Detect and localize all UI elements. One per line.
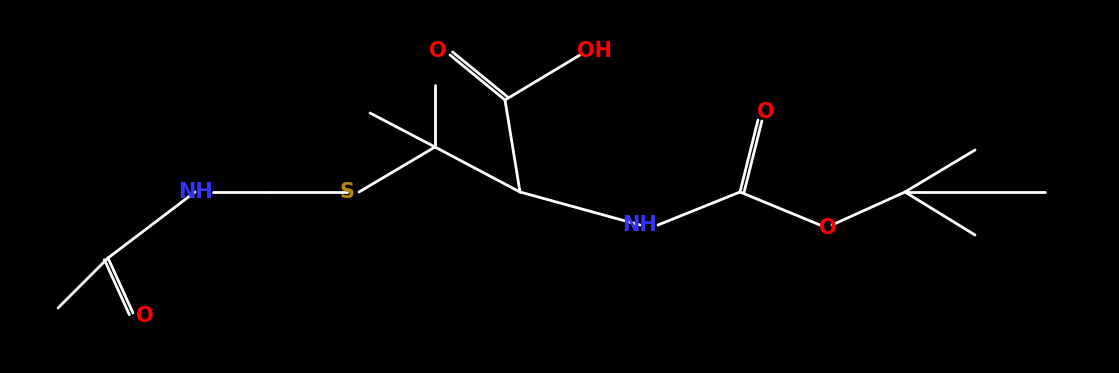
Text: O: O bbox=[819, 218, 837, 238]
Text: O: O bbox=[137, 306, 153, 326]
Text: OH: OH bbox=[576, 41, 611, 61]
Text: NH: NH bbox=[178, 182, 213, 202]
Text: O: O bbox=[758, 102, 774, 122]
Text: O: O bbox=[430, 41, 446, 61]
Text: S: S bbox=[339, 182, 355, 202]
Text: NH: NH bbox=[622, 215, 657, 235]
